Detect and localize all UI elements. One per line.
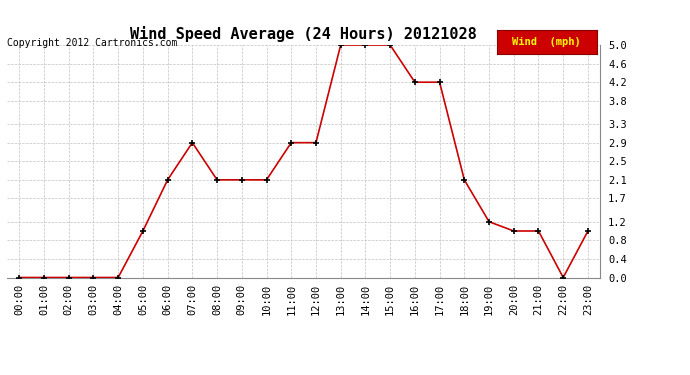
Text: Wind  (mph): Wind (mph) bbox=[513, 37, 581, 47]
Title: Wind Speed Average (24 Hours) 20121028: Wind Speed Average (24 Hours) 20121028 bbox=[130, 27, 477, 42]
Text: Copyright 2012 Cartronics.com: Copyright 2012 Cartronics.com bbox=[7, 38, 177, 48]
